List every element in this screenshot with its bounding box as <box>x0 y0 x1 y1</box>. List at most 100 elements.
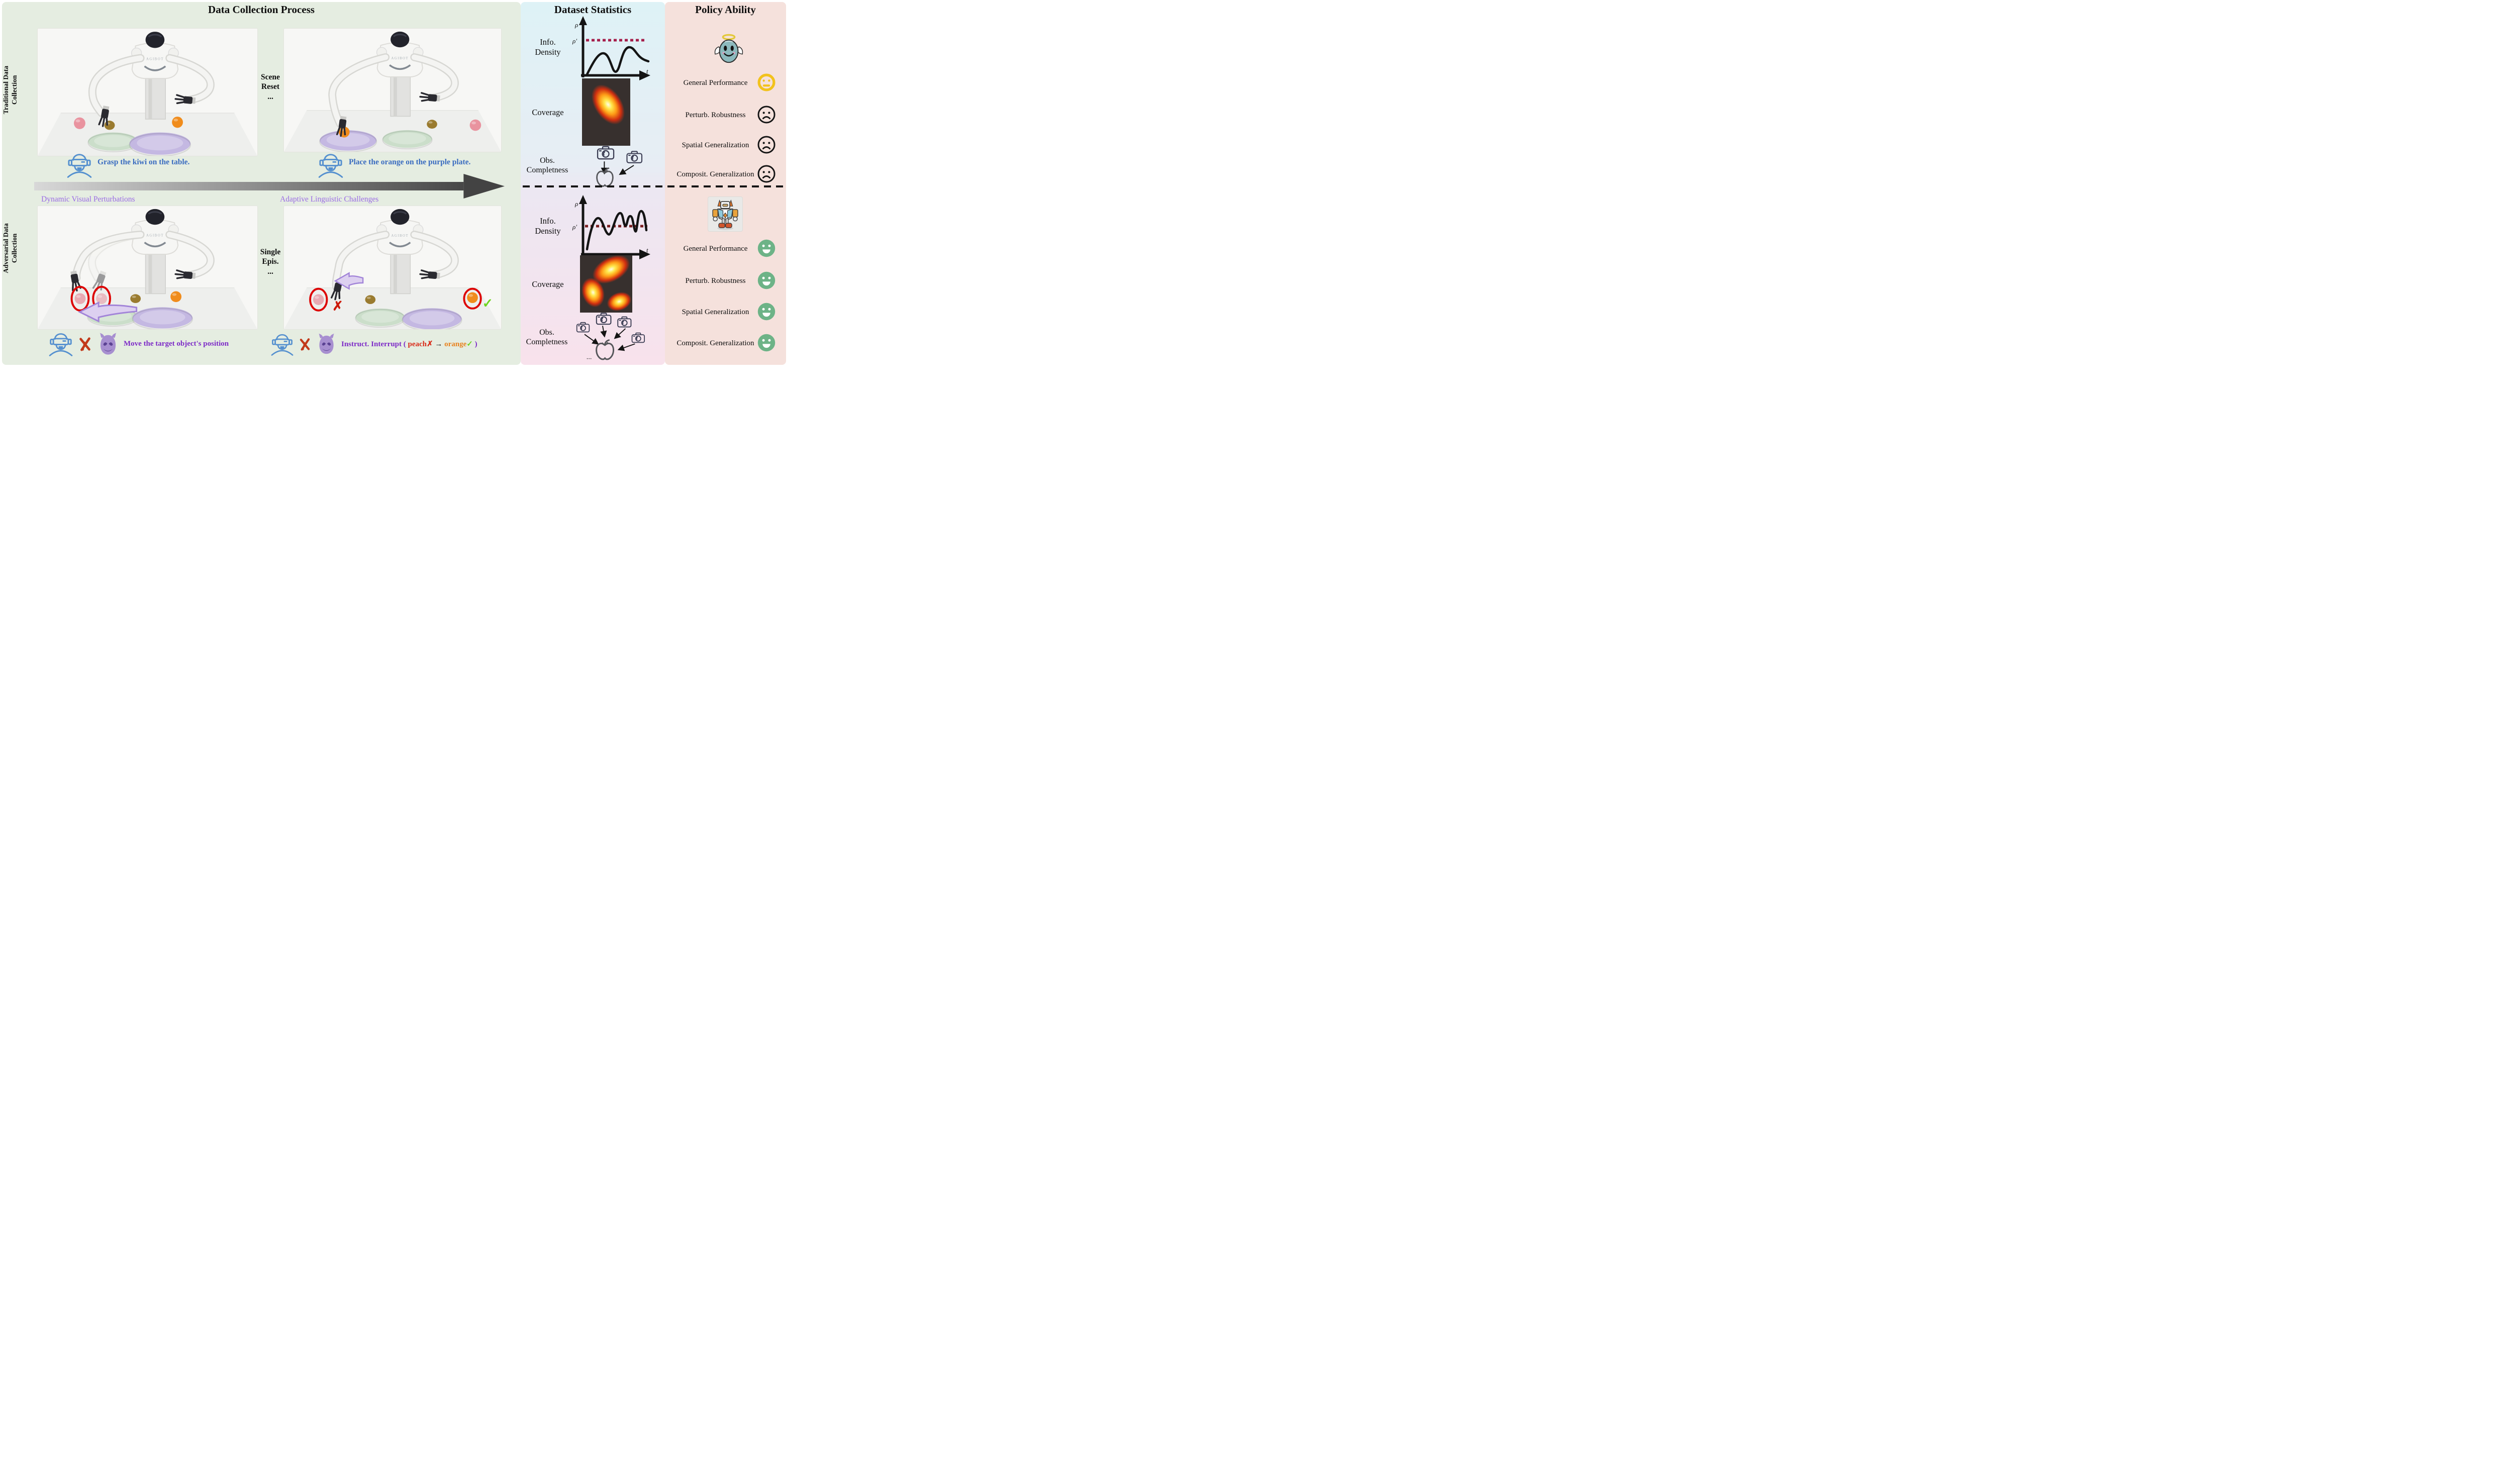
obs-label-1: Obs. <box>539 328 554 337</box>
policy-item: Spatial Generalization <box>670 298 781 327</box>
policy-item-label: Perturb. Robustness <box>685 111 746 119</box>
vr-operator-icon <box>49 333 73 356</box>
coverage-label-top: Coverage <box>524 108 572 118</box>
panel-dataset-statistics: Dataset Statistics Info. Density ρ ρ′ t … <box>521 2 665 365</box>
t-axis-label: t <box>646 246 648 254</box>
rating-face-icon <box>757 239 777 259</box>
devil-icon <box>100 333 117 355</box>
single-epis-line1: Single <box>260 248 281 256</box>
policy-item: Composit. Generalization <box>670 329 781 358</box>
adversarial-heading-2: Adaptive Linguistic Challenges <box>280 195 379 204</box>
photo-adversarial-perturbation: AGIBOT <box>38 206 257 329</box>
move-left-arrow <box>78 301 138 323</box>
obs-completeness-label-top: Obs. Completness <box>521 156 574 175</box>
robot-chest-label: AGIBOT <box>391 234 409 238</box>
single-episode-note: Single Epis. ... <box>255 247 286 276</box>
more-views-ellipsis: ... <box>587 353 592 361</box>
wrong-object: peach <box>408 340 427 348</box>
rating-face-icon <box>757 105 777 125</box>
info-density-plot-top: ρ ρ′ t <box>572 16 650 80</box>
robot-mascot-image <box>708 197 742 231</box>
coverage-label-bottom: Coverage <box>524 279 572 289</box>
caption-text: Grasp the kiwi on the table. <box>98 158 190 166</box>
row-label-adversarial: Adversarial Data Collection <box>2 223 18 273</box>
scene-reset-ellipsis: ... <box>267 92 273 101</box>
no-teleop-cross-icon <box>298 336 312 352</box>
policy-item: General Performance <box>670 68 781 97</box>
caption-traditional-2: Place the orange on the purple plate. <box>318 152 509 178</box>
caption-traditional-1: Grasp the kiwi on the table. <box>66 152 247 178</box>
policy-item: Perturb. Robustness <box>670 101 781 130</box>
camera-icon <box>576 322 590 333</box>
scene-reset-line1: Scene <box>261 73 280 81</box>
policy-title: Policy Ability <box>695 4 756 16</box>
paren-close: ) <box>474 340 477 348</box>
policy-item-label: Composit. Generalization <box>676 339 754 347</box>
policy-item: Composit. Generalization <box>670 160 781 189</box>
caption-adversarial-2: Instruct. Interrupt ( peach✗ → orange✓ ) <box>270 328 477 360</box>
photo-traditional-place: AGIBOT <box>284 29 501 152</box>
coverage-label: Coverage <box>532 108 564 117</box>
rating-face-icon <box>757 135 777 155</box>
rho-threshold-label: ρ′ <box>572 37 577 45</box>
apple-icon <box>596 167 614 187</box>
rho-axis-label: ρ <box>574 200 578 208</box>
camera-icon <box>597 146 615 160</box>
panel-data-collection-process: Data Collection Process Traditional Data… <box>2 2 521 365</box>
policy-item: General Performance <box>670 234 781 263</box>
apple-icon <box>596 339 615 360</box>
row-label-traditional: Traditional Data Collection <box>2 65 18 114</box>
robot-chest-label: AGIBOT <box>391 57 409 60</box>
rating-face-icon <box>757 73 777 93</box>
no-teleop-cross-icon <box>77 335 92 352</box>
policy-item-label: Perturb. Robustness <box>685 276 746 285</box>
rating-face-icon <box>757 333 777 353</box>
robot-chest-label: AGIBOT <box>146 57 164 61</box>
instruct-prefix: Instruct. Interrupt <box>341 340 402 348</box>
stats-title: Dataset Statistics <box>554 4 632 16</box>
caption-text: Place the orange on the purple plate. <box>349 158 471 166</box>
policy-item-label: Composit. Generalization <box>676 170 754 178</box>
single-epis-ellipsis: ... <box>267 267 273 276</box>
single-epis-line2: Epis. <box>262 257 279 266</box>
photo-adversarial-linguistic: AGIBOT ✗ ✓ <box>284 206 501 329</box>
t-axis-label: t <box>646 67 648 75</box>
paren-open: ( <box>403 340 406 348</box>
rating-face-icon <box>757 164 777 184</box>
rho-threshold-label: ρ′ <box>572 223 577 231</box>
robot-chest-label: AGIBOT <box>146 234 164 238</box>
obs-label-1: Obs. <box>540 156 555 165</box>
vr-operator-icon <box>271 334 294 356</box>
correct-object: orange <box>444 340 467 348</box>
caption-text: Move the target object's position <box>124 339 229 348</box>
coverage-heatmap-top <box>582 78 630 146</box>
info-density-label-bottom: Info. Density <box>524 216 572 236</box>
obs-completeness-label-bottom: Obs. Completness <box>521 328 573 347</box>
red-circle-annotation <box>463 287 482 310</box>
policy-item: Spatial Generalization <box>670 131 781 160</box>
policy-item-label: General Performance <box>683 78 748 87</box>
adversarial-heading-1: Dynamic Visual Perturbations <box>41 195 135 204</box>
scene-reset-note: Scene Reset ... <box>255 72 286 102</box>
policy-item: Perturb. Robustness <box>670 266 781 295</box>
rating-face-icon <box>757 271 777 291</box>
devil-icon <box>319 333 334 354</box>
panel-policy-ability: Policy Ability General Performance Pertu… <box>665 2 786 365</box>
camera-icon <box>596 313 612 325</box>
wrong-mark: ✗ <box>427 340 433 348</box>
red-circle-annotation <box>309 287 328 312</box>
rho-axis-label: ρ <box>574 21 578 29</box>
camera-icon <box>631 332 645 343</box>
coverage-label: Coverage <box>532 279 564 289</box>
policy-item-label: General Performance <box>683 244 748 253</box>
caption-adversarial-1: Move the target object's position <box>48 328 229 360</box>
info-density-label-top: Info. Density <box>524 37 572 57</box>
angel-face-icon <box>714 34 743 63</box>
policy-item-label: Spatial Generalization <box>682 308 749 316</box>
info-label-1: Info. <box>540 216 556 226</box>
obs-label-2: Completness <box>526 338 568 347</box>
info-label-1: Info. <box>540 37 556 47</box>
scene-reset-line2: Reset <box>261 82 280 91</box>
process-title: Data Collection Process <box>208 4 315 16</box>
obs-completeness-graphic-bottom: ... <box>576 313 645 361</box>
